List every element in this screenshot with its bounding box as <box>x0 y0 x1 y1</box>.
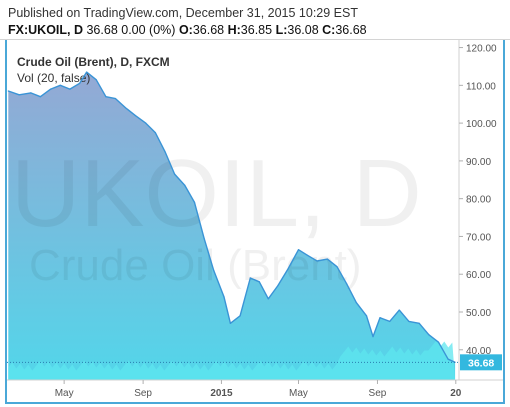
price-point <box>428 334 430 336</box>
price-point <box>86 71 88 73</box>
price-point <box>372 336 374 338</box>
last-price: 36.68 <box>86 23 118 37</box>
price-point <box>447 358 449 360</box>
close-value: 36.68 <box>335 23 367 37</box>
price-point <box>164 150 166 152</box>
price-point <box>316 260 318 262</box>
open-value: 36.68 <box>192 23 225 37</box>
price-point <box>203 237 205 239</box>
price-point <box>95 79 97 81</box>
price-point <box>398 309 400 311</box>
low-label: L: <box>275 23 288 37</box>
symbol-label: FX:UKOIL, D <box>8 23 83 37</box>
price-point <box>258 281 260 283</box>
price-point <box>193 201 196 203</box>
price-point <box>379 317 381 319</box>
price-point <box>326 258 328 260</box>
price-point <box>437 341 440 343</box>
price-axis[interactable]: 120.00 110.00 100.00 90.00 80.00 70.00 60.00 50… <box>459 44 497 357</box>
time-tick-label: Sep <box>134 388 152 399</box>
legend-title: Crude Oil (Brent), D, FXCM <box>17 55 170 69</box>
price-point <box>145 122 147 124</box>
time-tick-label: May <box>289 388 308 399</box>
price-point <box>287 268 289 270</box>
time-tick-label: Sep <box>369 388 387 399</box>
price-point <box>277 285 279 287</box>
price-point <box>418 322 420 324</box>
price-chart[interactable]: UKOIL, D Crude Oil (Brent) Crude Oil (Br… <box>7 40 503 402</box>
price-point <box>306 254 309 256</box>
last-price-badge-text: 36.68 <box>468 357 494 369</box>
price-tick-label: 100.00 <box>466 119 497 130</box>
price-tick-label: 50.00 <box>466 308 491 319</box>
snapshot-header: Published on TradingView.com, December 3… <box>0 0 510 40</box>
quote-line: FX:UKOIL, D 36.68 0.00 (0%) O:36.68 H:36… <box>8 23 367 37</box>
price-point <box>223 296 225 298</box>
price-point <box>267 298 269 300</box>
price-point <box>125 107 127 109</box>
price-point <box>365 315 368 317</box>
price-point <box>59 84 61 86</box>
price-point <box>239 315 241 317</box>
chart-frame: UKOIL, D Crude Oil (Brent) Crude Oil (Br… <box>5 40 505 404</box>
watermark-name: Crude Oil (Brent) <box>29 241 362 290</box>
price-point <box>346 283 348 285</box>
price-point <box>105 96 107 98</box>
time-tick-label: 20 <box>450 388 462 399</box>
close-label: C: <box>322 23 336 37</box>
area-layer <box>8 72 456 380</box>
price-tick-label: 70.00 <box>466 232 491 243</box>
price-point <box>229 322 231 324</box>
time-tick-label: May <box>55 388 74 399</box>
price-point <box>389 320 391 322</box>
high-value: 36.85 <box>240 23 273 37</box>
published-note: Published on TradingView.com, December 3… <box>8 6 358 20</box>
price-change: 0.00 (0%) <box>121 23 176 37</box>
price-point <box>408 320 410 322</box>
price-tick-label: 40.00 <box>466 346 491 357</box>
price-badge-layer: 36.68 <box>7 354 502 371</box>
time-tick-label: 2015 <box>210 388 233 399</box>
price-point <box>213 269 215 271</box>
price-point <box>336 266 338 268</box>
price-point <box>114 98 117 100</box>
price-tick-label: 90.00 <box>466 157 491 168</box>
volume-layer <box>8 340 456 380</box>
price-point <box>249 277 251 279</box>
price-line <box>8 71 456 363</box>
price-point <box>18 94 20 96</box>
price-point <box>355 302 357 304</box>
price-point <box>297 249 300 251</box>
price-tick-label: 120.00 <box>466 44 497 55</box>
volume-bars <box>8 340 456 380</box>
price-point <box>174 173 176 175</box>
last-price-badge <box>460 354 502 371</box>
price-point <box>154 132 156 134</box>
price-area <box>8 72 456 380</box>
price-point <box>30 92 32 94</box>
price-tick-label: 110.00 <box>466 81 496 92</box>
watermark-symbol: UKOIL, D <box>11 140 422 247</box>
price-point <box>69 88 71 90</box>
price-point <box>39 96 42 98</box>
series-layer <box>7 71 456 363</box>
price-point <box>50 88 52 90</box>
price-tick-label: 60.00 <box>466 270 491 281</box>
price-point <box>7 90 9 92</box>
price-point <box>184 184 186 186</box>
legend-volume: Vol (20, false) <box>17 71 90 85</box>
time-axis[interactable]: May Sep 2015 May Sep 20 <box>55 380 462 399</box>
high-label: H: <box>227 23 241 37</box>
low-value: 36.08 <box>287 23 319 37</box>
price-point <box>79 82 81 84</box>
open-label: O: <box>178 23 193 37</box>
price-tick-label: 80.00 <box>466 195 491 206</box>
price-point <box>134 115 136 117</box>
